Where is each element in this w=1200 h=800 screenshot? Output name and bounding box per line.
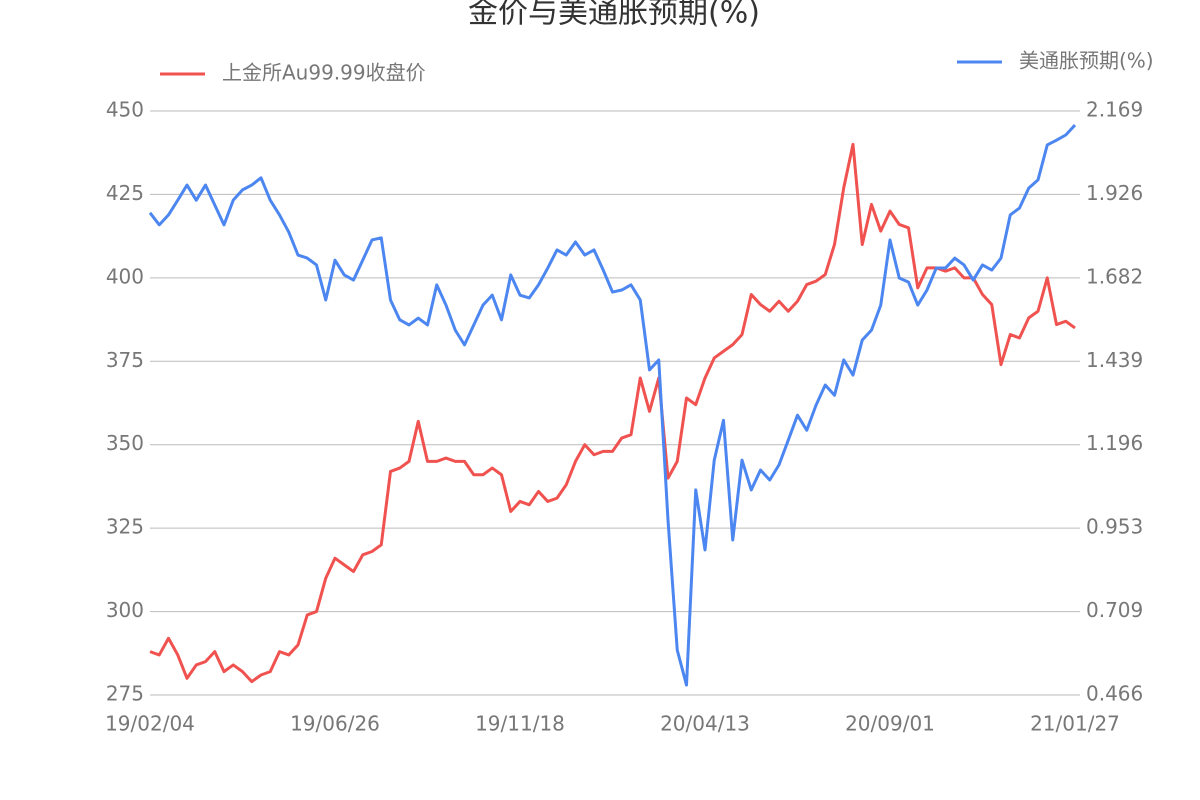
x-tick-label: 19/06/26 — [290, 712, 380, 736]
series-line — [148, 124, 1077, 687]
x-tick-label: 19/11/18 — [475, 712, 565, 736]
y-tick-label: 275 — [106, 682, 144, 706]
y2-tick-label: 0.466 — [1086, 682, 1143, 706]
y2-tick-label: 1.196 — [1086, 431, 1143, 455]
y2-tick-label: 0.953 — [1086, 514, 1143, 538]
y-tick-label: 425 — [106, 181, 144, 205]
y2-tick-label: 1.926 — [1086, 181, 1143, 205]
x-tick-label: 21/01/27 — [1030, 712, 1120, 736]
y-tick-label: 300 — [106, 598, 144, 622]
chart-title: 金价与美通胀预期(%) — [468, 0, 760, 31]
y2-tick-label: 2.169 — [1086, 98, 1143, 122]
legend-label: 美通胀预期(%) — [1019, 49, 1154, 73]
x-tick-label: 19/02/04 — [105, 712, 195, 736]
y-tick-label: 375 — [106, 348, 144, 372]
y-tick-label: 350 — [106, 431, 144, 455]
x-tick-label: 20/04/13 — [660, 712, 750, 736]
y-tick-label: 325 — [106, 515, 144, 539]
y2-tick-label: 0.709 — [1086, 598, 1143, 622]
y-tick-label: 400 — [106, 264, 144, 288]
series-line — [149, 142, 1076, 684]
y2-tick-label: 1.682 — [1086, 265, 1143, 289]
y2-tick-label: 1.439 — [1086, 348, 1143, 372]
y-tick-label: 450 — [106, 98, 144, 122]
legend-label: 上金所Au99.99收盘价 — [222, 61, 426, 85]
x-tick-label: 20/09/01 — [845, 712, 935, 736]
